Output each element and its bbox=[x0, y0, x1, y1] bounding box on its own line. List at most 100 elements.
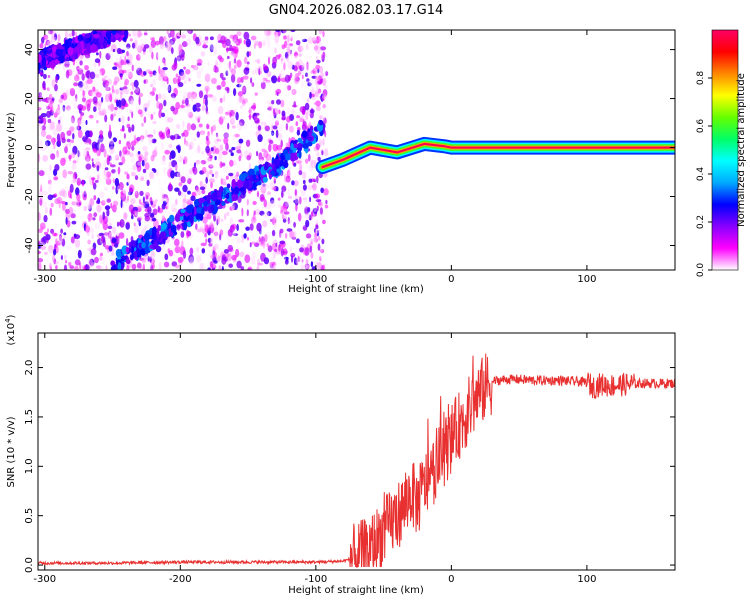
noise-speckle bbox=[302, 192, 308, 198]
noise-speckle bbox=[224, 213, 227, 221]
noise-speckle bbox=[123, 80, 128, 88]
lower-band-blob bbox=[243, 180, 250, 189]
noise-speckle bbox=[165, 205, 168, 210]
noise-speckle bbox=[38, 258, 44, 263]
noise-speckle bbox=[171, 160, 177, 168]
noise-speckle bbox=[285, 111, 289, 116]
noise-speckle bbox=[128, 134, 134, 140]
noise-speckle bbox=[196, 247, 200, 253]
noise-speckle bbox=[142, 168, 147, 174]
noise-speckle bbox=[74, 74, 80, 82]
noise-speckle bbox=[267, 245, 273, 253]
noise-speckle bbox=[104, 93, 110, 103]
noise-speckle bbox=[49, 126, 53, 131]
noise-speckle bbox=[38, 212, 41, 221]
noise-speckle bbox=[112, 186, 115, 190]
noise-speckle bbox=[99, 256, 103, 261]
noise-speckle bbox=[273, 222, 276, 230]
lower-band-blob bbox=[110, 265, 118, 270]
noise-speckle bbox=[149, 101, 156, 110]
noise-speckle bbox=[169, 123, 176, 129]
noise-speckle bbox=[181, 99, 185, 104]
noise-speckle bbox=[38, 262, 42, 270]
noise-speckle bbox=[301, 92, 305, 101]
noise-speckle bbox=[47, 245, 54, 249]
noise-speckle bbox=[72, 174, 76, 180]
noise-speckle bbox=[295, 203, 298, 212]
noise-speckle bbox=[178, 44, 183, 53]
noise-speckle bbox=[169, 197, 175, 202]
noise-speckle bbox=[267, 42, 271, 48]
noise-speckle bbox=[260, 121, 265, 126]
noise-speckle bbox=[205, 167, 210, 173]
noise-speckle bbox=[281, 213, 285, 220]
snr-scale-label: (x104) bbox=[4, 314, 17, 345]
noise-speckle bbox=[230, 202, 235, 210]
noise-speckle bbox=[63, 264, 68, 270]
noise-speckle bbox=[227, 152, 231, 159]
noise-speckle bbox=[83, 149, 88, 158]
noise-speckle bbox=[96, 70, 103, 76]
lower-band-blob bbox=[152, 241, 159, 249]
noise-speckle bbox=[295, 258, 301, 265]
noise-speckle bbox=[226, 65, 230, 75]
noise-speckle bbox=[238, 155, 242, 162]
noise-speckle bbox=[263, 150, 269, 159]
upper-band-blob bbox=[116, 30, 123, 33]
noise-speckle bbox=[96, 165, 100, 172]
noise-speckle bbox=[250, 241, 256, 245]
noise-speckle bbox=[196, 131, 200, 138]
noise-speckle bbox=[204, 224, 209, 234]
noise-speckle bbox=[217, 255, 221, 262]
noise-speckle bbox=[293, 230, 297, 238]
noise-speckle bbox=[68, 62, 72, 68]
bottom-x-axis-tick-label: -200 bbox=[169, 574, 192, 585]
noise-speckle bbox=[224, 111, 230, 116]
noise-speckle bbox=[149, 171, 155, 180]
noise-speckle bbox=[275, 187, 279, 192]
noise-speckle bbox=[306, 254, 312, 262]
noise-speckle bbox=[156, 52, 161, 59]
noise-speckle bbox=[256, 222, 262, 232]
noise-speckle bbox=[207, 94, 214, 98]
noise-speckle bbox=[106, 107, 111, 115]
noise-speckle bbox=[291, 88, 297, 96]
lower-band-blob bbox=[221, 201, 226, 206]
noise-speckle bbox=[101, 108, 107, 116]
noise-speckle bbox=[196, 83, 202, 87]
noise-speckle bbox=[222, 165, 229, 173]
noise-speckle bbox=[155, 199, 158, 203]
noise-speckle bbox=[136, 136, 141, 142]
noise-speckle bbox=[124, 152, 129, 161]
noise-speckle bbox=[212, 267, 215, 270]
noise-speckle bbox=[118, 99, 122, 109]
noise-speckle bbox=[138, 43, 140, 51]
noise-speckle bbox=[206, 213, 212, 220]
noise-speckle bbox=[43, 214, 48, 223]
noise-speckle bbox=[297, 45, 304, 53]
noise-speckle bbox=[238, 96, 243, 103]
noise-speckle bbox=[215, 132, 219, 138]
noise-speckle bbox=[118, 238, 122, 244]
noise-speckle bbox=[177, 171, 181, 177]
noise-speckle bbox=[206, 123, 210, 130]
noise-speckle bbox=[149, 256, 152, 263]
noise-speckle bbox=[136, 54, 141, 61]
noise-speckle bbox=[256, 258, 260, 267]
noise-speckle bbox=[268, 132, 274, 136]
noise-speckle bbox=[108, 231, 113, 241]
noise-speckle bbox=[109, 55, 114, 63]
noise-speckle bbox=[161, 203, 166, 210]
noise-speckle bbox=[77, 68, 84, 75]
noise-speckle bbox=[62, 222, 67, 231]
noise-speckle bbox=[226, 253, 232, 262]
noise-speckle bbox=[324, 30, 328, 39]
noise-speckle bbox=[195, 159, 201, 165]
noise-speckle bbox=[134, 190, 139, 199]
noise-speckle bbox=[290, 188, 293, 197]
upper-band-blob bbox=[111, 30, 117, 35]
colorbar-label: Normalized spectral amplitude bbox=[736, 73, 747, 227]
noise-speckle bbox=[48, 249, 53, 257]
noise-speckle bbox=[121, 156, 126, 165]
